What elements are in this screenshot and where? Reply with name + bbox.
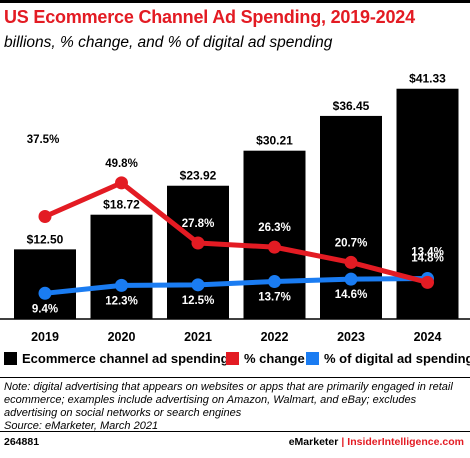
bar-value-label-2021: $23.92 xyxy=(180,169,217,183)
bar-value-label-2022: $30.21 xyxy=(256,134,293,148)
change-line xyxy=(42,180,430,285)
x-tick-label-2023: 2023 xyxy=(337,330,365,344)
share-line xyxy=(42,276,430,296)
change-point-2020 xyxy=(115,176,128,190)
share-label-2022: 13.7% xyxy=(258,292,291,304)
chart-title: US Ecommerce Channel Ad Spending, 2019-2… xyxy=(4,7,415,27)
brand-name: eMarketer xyxy=(288,436,339,448)
change-label-2024: 13.4% xyxy=(411,246,444,258)
chart-id: 264881 xyxy=(4,436,40,448)
share-label-2021: 12.5% xyxy=(182,295,215,307)
share-point-2019 xyxy=(38,286,52,300)
legend-item-bars: Ecommerce channel ad spending xyxy=(4,351,229,366)
x-tick-label-2024: 2024 xyxy=(414,330,442,344)
bar-2019 xyxy=(14,249,76,319)
change-point-2022 xyxy=(268,240,281,254)
chart-legend: Ecommerce channel ad spending % change %… xyxy=(4,351,470,367)
top-rule xyxy=(0,0,470,3)
footer-divider xyxy=(0,431,470,432)
bar-2022 xyxy=(243,150,306,319)
share-point-2020 xyxy=(115,278,128,292)
chart: $12.50 $18.72 $23.92 $30.21 $36.45 $41.33 2019… xyxy=(0,72,470,344)
footer-brand: eMarketer | InsiderIntelligence.com xyxy=(289,436,464,448)
change-label-2019: 37.5% xyxy=(27,134,60,146)
legend-label-bars: Ecommerce channel ad spending xyxy=(22,351,229,366)
x-tick-label-2020: 2020 xyxy=(108,330,136,344)
bar-2021 xyxy=(167,185,229,319)
brand-site: InsiderIntelligence.com xyxy=(347,436,464,448)
chart-note: Note: digital advertising that appears o… xyxy=(4,381,466,433)
change-label-2023: 20.7% xyxy=(335,237,368,249)
bar-value-label-2024: $41.33 xyxy=(409,72,446,86)
legend-swatch-bars xyxy=(4,352,17,365)
share-label-2019: 9.4% xyxy=(32,303,58,315)
note-divider xyxy=(0,377,470,378)
legend-item-share: % of digital ad spending xyxy=(306,351,470,366)
change-point-2021 xyxy=(191,236,205,250)
legend-item-change: % change xyxy=(226,351,305,366)
bar-value-label-2023: $36.45 xyxy=(333,99,370,113)
share-point-2021 xyxy=(191,278,205,292)
change-label-2021: 27.8% xyxy=(182,218,215,230)
bar-value-label-2020: $18.72 xyxy=(103,198,140,212)
legend-swatch-share xyxy=(306,352,319,365)
change-point-2023 xyxy=(344,255,358,269)
legend-label-change: % change xyxy=(244,351,305,366)
share-point-2023 xyxy=(344,272,358,286)
note-text: Note: digital advertising that appears o… xyxy=(4,381,453,419)
source-text: Source: eMarketer, March 2021 xyxy=(4,420,159,432)
x-tick-label-2021: 2021 xyxy=(184,330,212,344)
legend-label-share: % of digital ad spending xyxy=(324,351,470,366)
share-label-2023: 14.6% xyxy=(335,289,368,301)
change-point-2024 xyxy=(421,275,434,289)
share-point-2022 xyxy=(268,275,281,289)
legend-swatch-change xyxy=(226,352,239,365)
chart-subtitle: billions, % change, and % of digital ad … xyxy=(4,34,333,51)
bar-2020 xyxy=(90,214,153,319)
share-label-2020: 12.3% xyxy=(105,295,138,307)
bar-value-label-2019: $12.50 xyxy=(27,232,64,246)
share-label-2024: 14.8% xyxy=(411,253,444,265)
change-label-2020: 49.8% xyxy=(105,158,138,170)
change-point-2019 xyxy=(38,210,52,223)
x-tick-label-2019: 2019 xyxy=(31,330,59,344)
brand-separator: | xyxy=(341,436,345,448)
x-tick-label-2022: 2022 xyxy=(261,330,289,344)
change-label-2022: 26.3% xyxy=(258,222,291,234)
